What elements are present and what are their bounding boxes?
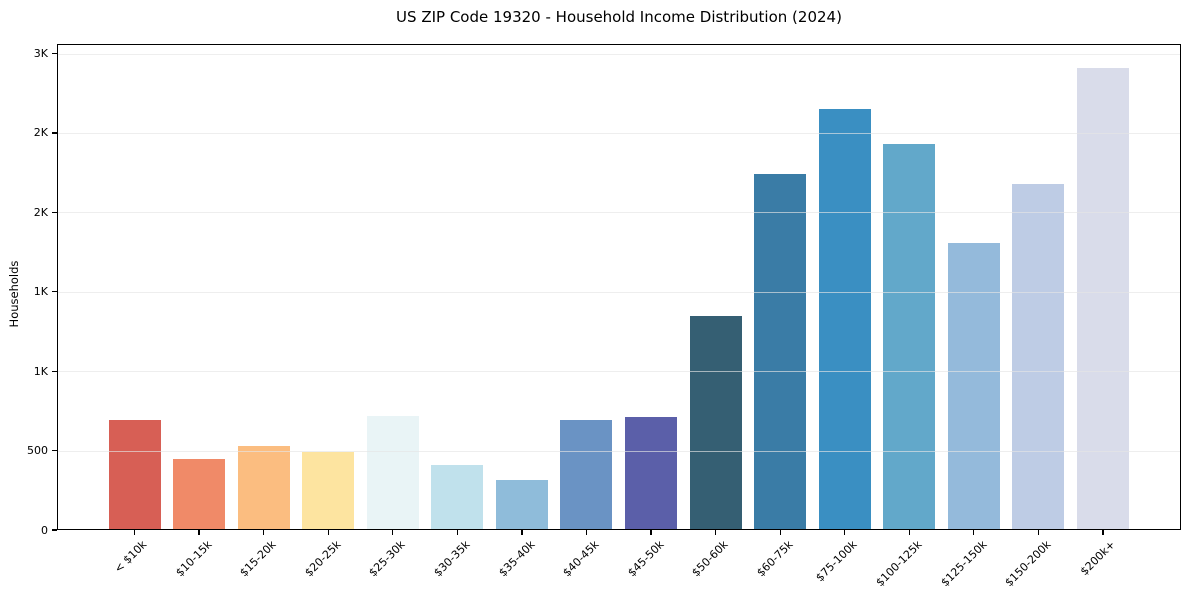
gridline	[57, 53, 1181, 55]
bar-< $10k	[108, 420, 161, 530]
x-tick-mark	[779, 530, 781, 535]
x-tick-mark	[133, 530, 136, 535]
bar-$45-50k	[625, 417, 678, 530]
bar-$75-100k	[818, 109, 871, 530]
x-tick-label: $20-25k	[302, 538, 344, 580]
bar-$10-15k	[173, 458, 226, 530]
y-tick-mark	[52, 370, 57, 372]
x-tick-mark	[908, 530, 910, 535]
bar-$50-60k	[689, 315, 742, 530]
x-tick-mark	[973, 530, 975, 535]
bar-$30-35k	[431, 464, 484, 530]
y-tick-mark	[52, 449, 57, 452]
x-tick-mark	[263, 530, 265, 535]
x-tick-mark	[392, 530, 394, 535]
x-tick-label: < $10k	[112, 538, 150, 576]
x-tick-mark	[844, 530, 846, 535]
y-tick-mark	[52, 52, 57, 55]
plot-area	[57, 44, 1181, 530]
y-tick-label: 1K	[33, 285, 48, 299]
chart-title: US ZIP Code 19320 - Household Income Dis…	[396, 8, 842, 26]
bar-$150-200k	[1012, 183, 1065, 530]
x-tick-label: $35-40k	[495, 538, 538, 580]
x-tick-mark	[715, 530, 717, 535]
gridline	[57, 450, 1181, 452]
bar-$200k+	[1077, 67, 1130, 530]
x-tick-mark	[198, 530, 200, 535]
x-tick-mark	[521, 530, 523, 535]
x-tick-label: $125-150k	[937, 538, 990, 590]
bar-$60-75k	[754, 174, 807, 530]
x-tick-label: $150-200k	[1002, 538, 1054, 590]
x-tick-label: $10-15k	[173, 538, 215, 580]
y-tick-label: 500	[27, 444, 48, 458]
y-tick-label: 2K	[33, 126, 48, 140]
x-tick-mark	[1037, 530, 1040, 535]
x-tick-label: $50-60k	[689, 538, 731, 580]
y-tick-label: 0	[41, 523, 48, 537]
gridline	[57, 132, 1181, 134]
bar-$125-150k	[947, 242, 1000, 530]
x-tick-mark	[650, 530, 652, 535]
bar-$100-125k	[883, 144, 936, 530]
gridline	[57, 291, 1181, 293]
y-tick-mark	[52, 211, 57, 213]
x-tick-label: $200k+	[1078, 538, 1119, 579]
x-tick-label: $60-75k	[754, 538, 796, 580]
bar-$25-30k	[366, 415, 419, 530]
bar-$15-20k	[237, 445, 290, 530]
x-tick-label: $15-20k	[237, 538, 279, 580]
x-tick-mark	[585, 530, 588, 535]
gridline	[57, 371, 1181, 373]
bar-$20-25k	[302, 452, 355, 530]
y-tick-mark	[52, 529, 57, 531]
y-tick-label: 2K	[33, 205, 48, 219]
x-tick-label: $100-125k	[873, 538, 925, 590]
bar-$40-45k	[560, 420, 613, 530]
x-tick-mark	[327, 530, 329, 535]
bar-$35-40k	[495, 479, 548, 530]
y-tick-label: 3K	[33, 47, 48, 61]
y-tick-mark	[52, 132, 57, 134]
x-tick-label: $25-30k	[366, 538, 408, 580]
x-tick-label: $40-45k	[560, 538, 602, 580]
y-tick-label: 1K	[33, 364, 48, 378]
x-tick-mark	[1102, 530, 1104, 535]
gridline	[57, 212, 1181, 214]
y-tick-mark	[52, 291, 57, 293]
x-tick-label: $75-100k	[813, 538, 860, 585]
x-tick-mark	[456, 530, 458, 535]
x-tick-label: $45-50k	[624, 538, 667, 580]
x-tick-label: $30-35k	[431, 538, 473, 580]
